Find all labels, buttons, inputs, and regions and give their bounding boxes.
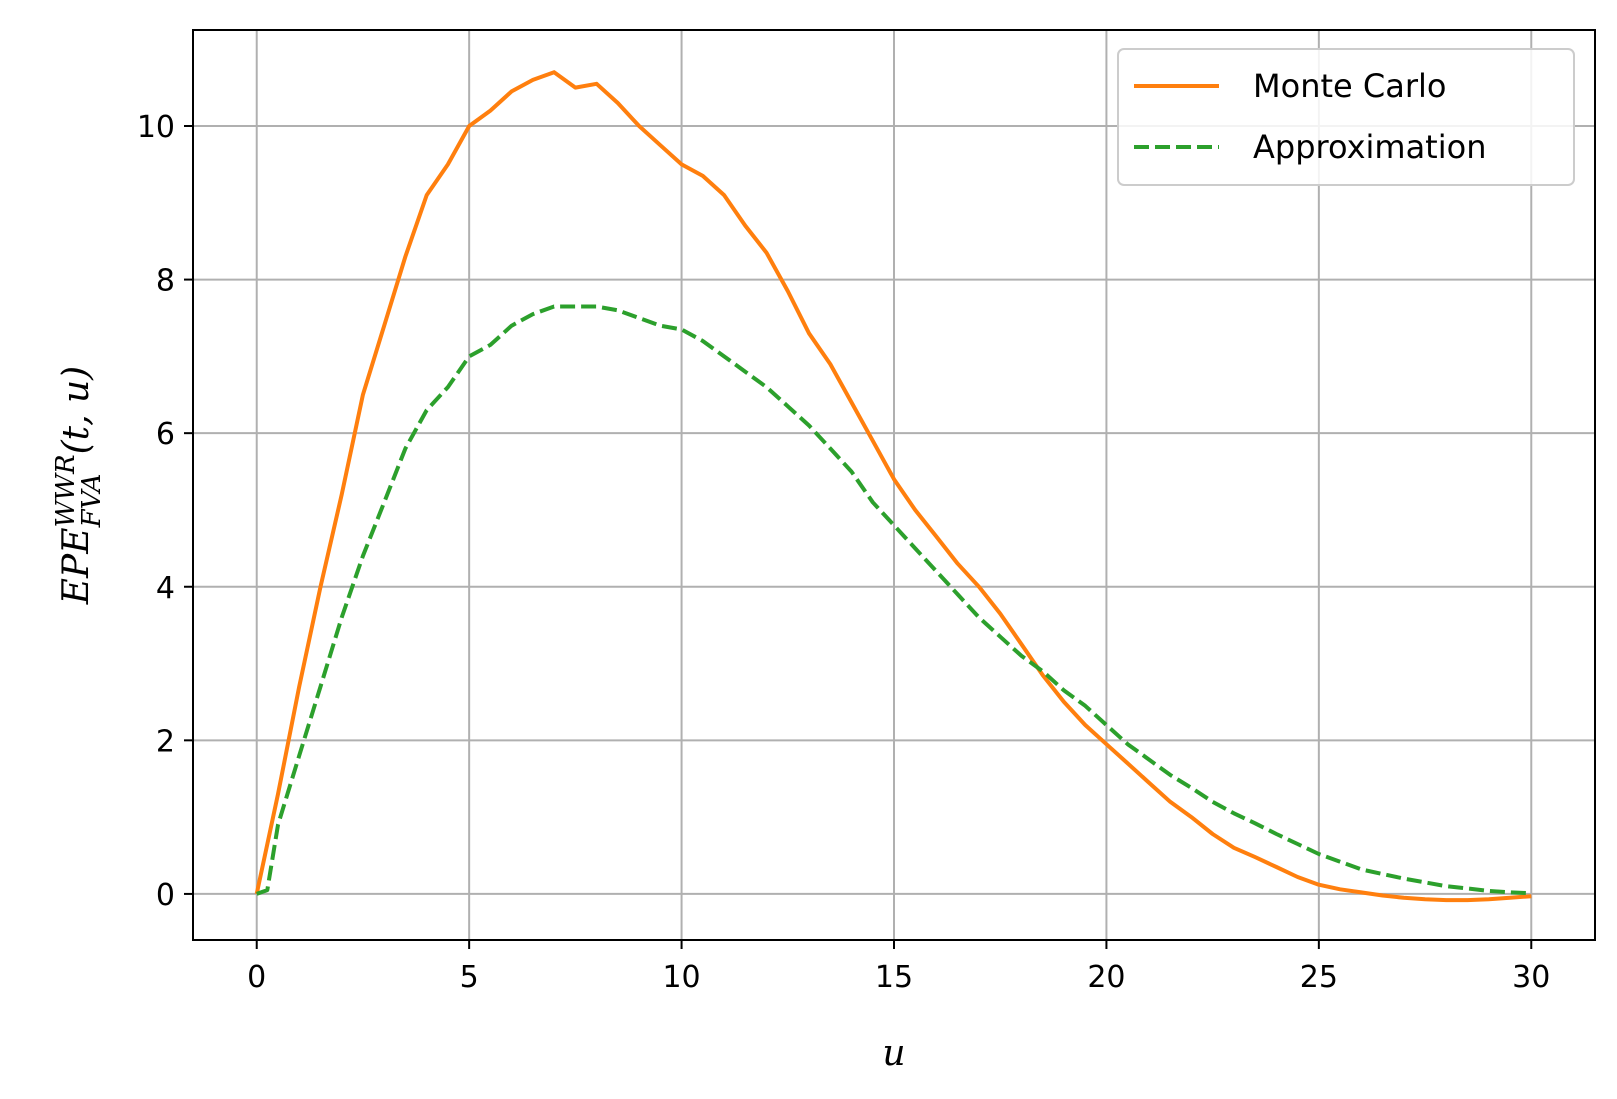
x-tick-label: 25 <box>1300 960 1338 995</box>
x-tick-label: 15 <box>875 960 913 995</box>
y-tick-label: 0 <box>156 878 175 913</box>
x-tick-label: 5 <box>460 960 479 995</box>
x-tick-label: 20 <box>1087 960 1125 995</box>
x-tick-label: 10 <box>662 960 700 995</box>
series-line-approximation <box>256 304 1532 896</box>
y-tick-label: 2 <box>156 724 175 759</box>
y-axis-label-suffix: (t, u) <box>56 366 97 455</box>
y-tick-label: 10 <box>137 110 175 145</box>
y-tick-label: 6 <box>156 417 175 452</box>
ticks: 0 5 10 15 20 25 30 0 2 4 6 8 10 <box>137 110 1551 995</box>
series-lines <box>254 70 1532 903</box>
legend: Monte Carlo Approximation <box>1117 48 1575 186</box>
legend-label-monte-carlo: Monte Carlo <box>1253 67 1446 105</box>
grid <box>193 30 1595 940</box>
series-line-monte-carlo <box>254 70 1532 903</box>
x-tick-label: 0 <box>247 960 266 995</box>
legend-box <box>1117 48 1575 186</box>
x-axis-label: u <box>882 1033 905 1074</box>
x-tick-label: 30 <box>1512 960 1550 995</box>
legend-label-approximation: Approximation <box>1253 128 1486 166</box>
y-axis-label-base: EPE <box>56 527 97 605</box>
y-axis-label-subscript: FVA <box>77 474 107 529</box>
y-axis-label: EPEWWRFVA (t, u) <box>51 366 107 605</box>
y-axis-label-superscript: WWR <box>51 454 81 527</box>
y-tick-label: 4 <box>156 571 175 606</box>
y-tick-label: 8 <box>156 264 175 299</box>
